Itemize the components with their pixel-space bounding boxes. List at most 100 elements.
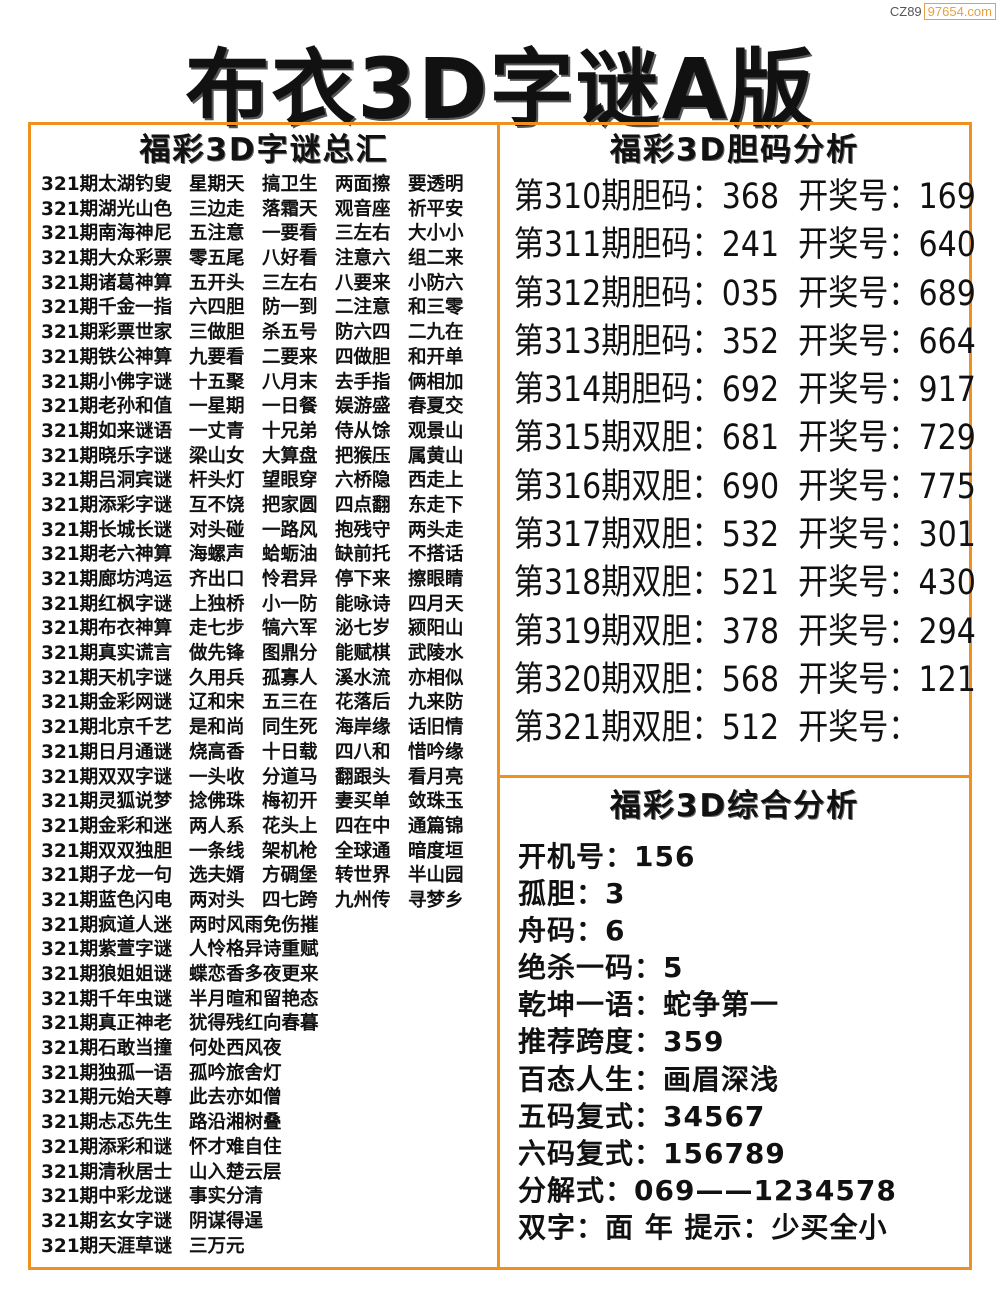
riddle-row: 321期廊坊鸿运 齐出口 怜君异 停下来 擦眼睛: [41, 568, 497, 593]
dan-row: 第318期双胆：521 开奖号：430: [500, 559, 976, 607]
riddle-clue: 望眼穿: [262, 470, 318, 492]
riddle-clue: 泌七岁: [335, 618, 391, 640]
riddle-row: 321期中彩龙谜 事实分清: [41, 1185, 497, 1210]
riddle-clue: 敛珠玉: [408, 791, 464, 813]
riddle-clue: 一条线: [189, 840, 245, 862]
summary-list: 开机号：156 孤胆：3 舟码：6 绝杀一码：5 乾坤一语：蛇争第一 推荐跨度：359 百态…: [500, 838, 969, 1246]
dan-value: 368: [721, 177, 780, 217]
riddle-clue: 八月末: [262, 371, 318, 393]
riddle-clue: 齐出口: [189, 569, 245, 590]
dan-label: 第318期双胆：: [513, 563, 722, 604]
riddle-clue: 六四胆: [189, 297, 245, 319]
watermark: CZ89 97654.com: [890, 3, 996, 20]
riddle-clue: 六桥隐: [335, 470, 391, 492]
riddle-clue: 观景山: [408, 420, 464, 442]
riddle-clue: 注意六: [335, 248, 391, 270]
draw-label: 开奖号：: [798, 466, 919, 507]
riddle-clue: 祈平安: [408, 198, 464, 220]
riddle-clue: 九州传: [335, 889, 391, 911]
dan-value: 681: [721, 418, 780, 459]
riddle-clue: 阴谋得逞: [189, 1210, 264, 1232]
riddle-clue: 方碉堡: [262, 865, 318, 887]
draw-label: 开奖号：: [798, 225, 919, 266]
riddle-row: 321期添彩字谜 互不饶 把家圆 四点翻 东走下: [41, 494, 497, 519]
riddle-row: 321期红枫字谜 上独桥 小一防 能咏诗 四月天: [41, 593, 497, 618]
riddle-clue: 翻跟头: [335, 766, 391, 788]
riddle-row: 321期长城长谜 对头碰 一路风 抱残守 两头走: [41, 519, 497, 544]
riddle-clue: 妻买单: [335, 791, 391, 813]
riddle-clue: 分道马: [262, 766, 318, 788]
riddle-clue: 一要看: [262, 223, 318, 245]
riddle-clue: 一星期: [189, 396, 245, 418]
dan-row: 第315期双胆：681 开奖号：729: [500, 414, 976, 462]
summary-panel: 福彩3D综合分析 开机号：156 孤胆：3 舟码：6 绝杀一码：5 乾坤一语：蛇争第一推…: [500, 778, 969, 1267]
riddle-source: 321期长城长谜: [41, 519, 173, 541]
riddle-source: 321期北京千艺: [41, 717, 173, 739]
riddle-clue: 不搭话: [408, 544, 464, 566]
riddle-clue: 蝶恋香多夜更来: [189, 964, 319, 985]
riddle-source: 321期双双独胆: [41, 840, 173, 862]
watermark-site: 97654.com: [923, 3, 996, 20]
dan-row: 第313期胆码：352 开奖号：664: [500, 318, 976, 366]
riddle-row: 321期清秋居士 山入楚云层: [41, 1161, 497, 1186]
riddle-clue: 春夏交: [408, 396, 464, 418]
summary-row: 乾坤一语：蛇争第一: [518, 988, 780, 1022]
draw-label: 开奖号：: [798, 273, 919, 314]
riddle-clue: 停下来: [335, 569, 391, 590]
riddle-source: 321期大众彩票: [41, 248, 173, 270]
riddle-source: 321期廊坊鸿运: [41, 569, 173, 590]
riddle-clue: 抱残守: [335, 519, 391, 541]
riddle-clue: 寻梦乡: [408, 889, 464, 911]
dan-row: 第321期双胆：512 开奖号：: [500, 704, 919, 752]
riddle-row: 321期日月通谜 烧高香 十日载 四八和 惜吟缘: [41, 741, 497, 766]
dan-label: 第311期胆码：: [513, 225, 722, 266]
riddle-clue: 对头碰: [189, 519, 245, 541]
summary-row: 绝杀一码：5: [518, 951, 684, 985]
riddle-clue: 二九在: [408, 322, 464, 344]
dan-value: 378: [721, 611, 780, 652]
riddle-clue: 属黄山: [408, 445, 464, 467]
riddle-row: 321期天机字谜 久用兵 孤寡人 溪水流 亦相似: [41, 667, 497, 692]
dan-row: 第319期双胆：378 开奖号：294: [500, 608, 976, 656]
riddle-row: 321期吕洞宾谜 杆头灯 望眼穿 六桥隐 西走上: [41, 469, 497, 494]
draw-value: 689: [918, 273, 976, 314]
riddle-clue: 三万元: [189, 1235, 245, 1257]
riddle-row: 321期小佛字谜 十五聚 八月末 去手指 俩相加: [41, 371, 497, 396]
riddle-source: 321期千金一指: [41, 297, 173, 319]
riddle-clue: 缺前托: [335, 544, 391, 566]
dan-label: 第321期双胆：: [513, 708, 722, 749]
riddle-clue: 星期天: [189, 174, 245, 195]
riddle-source: 321期石敢当撞: [41, 1038, 173, 1060]
watermark-prefix: CZ89: [889, 4, 922, 19]
riddle-clue: 两面擦: [335, 174, 391, 195]
riddle-clue: 蛤蛎油: [262, 544, 318, 566]
riddle-clue: 溪水流: [335, 667, 391, 689]
dan-list: 第310期胆码：368 开奖号：169 第311期胆码：241 开奖号：640 第312…: [500, 173, 976, 753]
riddle-clue: 小一防: [262, 593, 318, 615]
riddle-clue: 和三零: [408, 297, 464, 319]
riddle-source: 321期南海神尼: [41, 223, 173, 245]
draw-value: 775: [918, 466, 976, 507]
riddle-clue: 组二来: [408, 248, 464, 270]
riddle-source: 321期紫萱字谜: [41, 939, 173, 961]
riddle-clue: 走七步: [189, 618, 245, 640]
riddle-clue: 三做胆: [189, 322, 245, 344]
summary-panel-title: 福彩3D综合分析: [609, 788, 860, 824]
dan-label: 第316期双胆：: [513, 466, 722, 507]
riddle-source: 321期晓乐字谜: [41, 445, 173, 467]
riddle-row: 321期双双字谜 一头收 分道马 翻跟头 看月亮: [41, 766, 497, 791]
riddle-row: 321期布衣神算 走七步 犒六军 泌七岁 颍阳山: [41, 617, 497, 642]
riddle-clue: 路沿湘树叠: [189, 1112, 282, 1134]
page-title: 布衣3D字谜A版: [185, 40, 815, 138]
summary-row: 孤胆：3: [518, 877, 626, 911]
riddle-clue: 半山园: [408, 865, 464, 887]
riddle-source: 321期玄女字谜: [41, 1210, 173, 1232]
draw-label: 开奖号：: [798, 563, 919, 604]
riddle-clue: 三左右: [335, 223, 391, 245]
riddle-clue: 娱游盛: [335, 396, 391, 418]
riddle-row: 321期铁公神算 九要看 二要来 四做胆 和开单: [41, 346, 497, 371]
riddle-row: 321期大众彩票 零五尾 八好看 注意六 组二来: [41, 247, 497, 272]
riddle-clue: 事实分清: [189, 1186, 264, 1208]
draw-label: 开奖号：: [798, 418, 919, 459]
riddle-clue: 是和尚: [189, 717, 245, 739]
